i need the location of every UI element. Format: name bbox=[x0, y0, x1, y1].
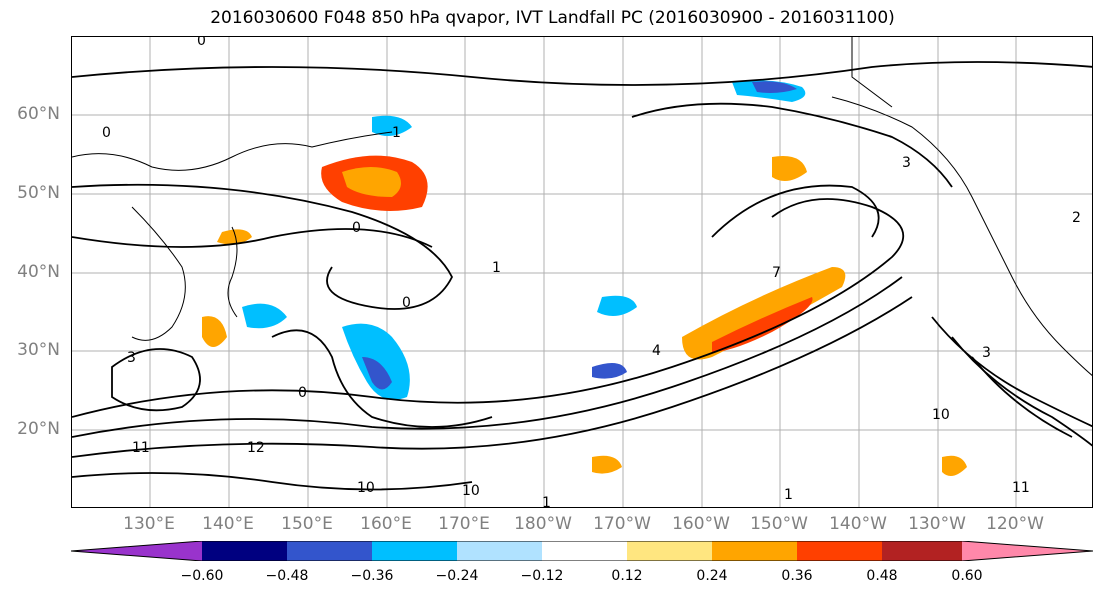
colorbar-segment bbox=[457, 541, 542, 561]
colorbar-segment bbox=[287, 541, 372, 561]
contour-label: 11 bbox=[132, 440, 150, 456]
colorbar-tick: −0.24 bbox=[435, 568, 479, 584]
contour-label: 1 bbox=[392, 125, 401, 141]
contour-label: 2 bbox=[1072, 210, 1081, 226]
colorbar bbox=[71, 541, 1093, 561]
contour-label: 10 bbox=[357, 480, 375, 496]
ivt-contours bbox=[72, 61, 1092, 491]
contour-label: 0 bbox=[402, 295, 411, 311]
colorbar-extend-high bbox=[962, 541, 1093, 561]
lat-label-50n: 50°N bbox=[17, 183, 60, 203]
contour-label: 12 bbox=[247, 440, 265, 456]
lon-label-150w: 150°W bbox=[750, 514, 808, 534]
contour-label: 3 bbox=[982, 345, 991, 361]
map-title: 2016030600 F048 850 hPa qvapor, IVT Land… bbox=[210, 8, 895, 28]
colorbar-tick: 0.36 bbox=[781, 568, 813, 584]
colorbar-segment bbox=[372, 541, 457, 561]
lon-label-160e: 160°E bbox=[360, 514, 412, 534]
lat-label-40n: 40°N bbox=[17, 262, 60, 282]
contour-label: 1 bbox=[784, 487, 793, 503]
contour-label: 11 bbox=[1012, 480, 1030, 496]
contour-label: 10 bbox=[462, 483, 480, 499]
lon-label-170e: 170°E bbox=[438, 514, 490, 534]
colorbar-segment bbox=[797, 541, 882, 561]
contour-label: 1 bbox=[542, 495, 551, 508]
lon-label-150e: 150°E bbox=[281, 514, 333, 534]
colorbar-extend-low bbox=[71, 541, 202, 561]
colorbar-tick: −0.60 bbox=[180, 568, 224, 584]
contour-label: 3 bbox=[127, 350, 136, 366]
lon-label-140w: 140°W bbox=[829, 514, 887, 534]
colorbar-segment bbox=[627, 541, 712, 561]
qvapor-shading bbox=[202, 80, 967, 476]
map-panel: 0 0 1 0 3 3 1 0 12 10 10 11 0 1 7 4 3 2 … bbox=[71, 36, 1093, 508]
contour-label: 7 bbox=[772, 265, 781, 281]
lon-label-160w: 160°W bbox=[672, 514, 730, 534]
contour-label: 4 bbox=[652, 343, 661, 359]
map-canvas: 0 0 1 0 3 3 1 0 12 10 10 11 0 1 7 4 3 2 … bbox=[72, 37, 1092, 508]
lon-label-130w: 130°W bbox=[908, 514, 966, 534]
coastlines bbox=[72, 37, 1092, 376]
lon-label-140e: 140°E bbox=[202, 514, 254, 534]
lon-label-120w: 120°W bbox=[986, 514, 1044, 534]
colorbar-tick: 0.48 bbox=[866, 568, 898, 584]
contour-label: 0 bbox=[298, 385, 307, 401]
colorbar-tick: 0.24 bbox=[696, 568, 728, 584]
lat-label-20n: 20°N bbox=[17, 419, 60, 439]
contour-label: 0 bbox=[102, 125, 111, 141]
graticule bbox=[72, 37, 1092, 507]
lat-label-30n: 30°N bbox=[17, 340, 60, 360]
colorbar-tick: −0.36 bbox=[350, 568, 394, 584]
colorbar-tick: 0.12 bbox=[611, 568, 643, 584]
contour-labels: 0 0 1 0 3 3 1 0 12 10 10 11 0 1 7 4 3 2 … bbox=[102, 37, 1081, 508]
colorbar-segment bbox=[882, 541, 962, 561]
colorbar-segment bbox=[202, 541, 287, 561]
lon-label-180w: 180°W bbox=[514, 514, 572, 534]
colorbar-tick: −0.48 bbox=[265, 568, 309, 584]
colorbar-segment bbox=[542, 541, 627, 561]
colorbar-tick: −0.12 bbox=[520, 568, 564, 584]
contour-label: 1 bbox=[492, 260, 501, 276]
colorbar-segment bbox=[712, 541, 797, 561]
lon-label-130e: 130°E bbox=[123, 514, 175, 534]
lat-label-60n: 60°N bbox=[17, 104, 60, 124]
lon-label-170w: 170°W bbox=[593, 514, 651, 534]
contour-label: 3 bbox=[902, 155, 911, 171]
colorbar-tick: 0.60 bbox=[951, 568, 983, 584]
contour-label: 0 bbox=[197, 37, 206, 49]
contour-label: 10 bbox=[932, 407, 950, 423]
contour-label: 0 bbox=[352, 220, 361, 236]
